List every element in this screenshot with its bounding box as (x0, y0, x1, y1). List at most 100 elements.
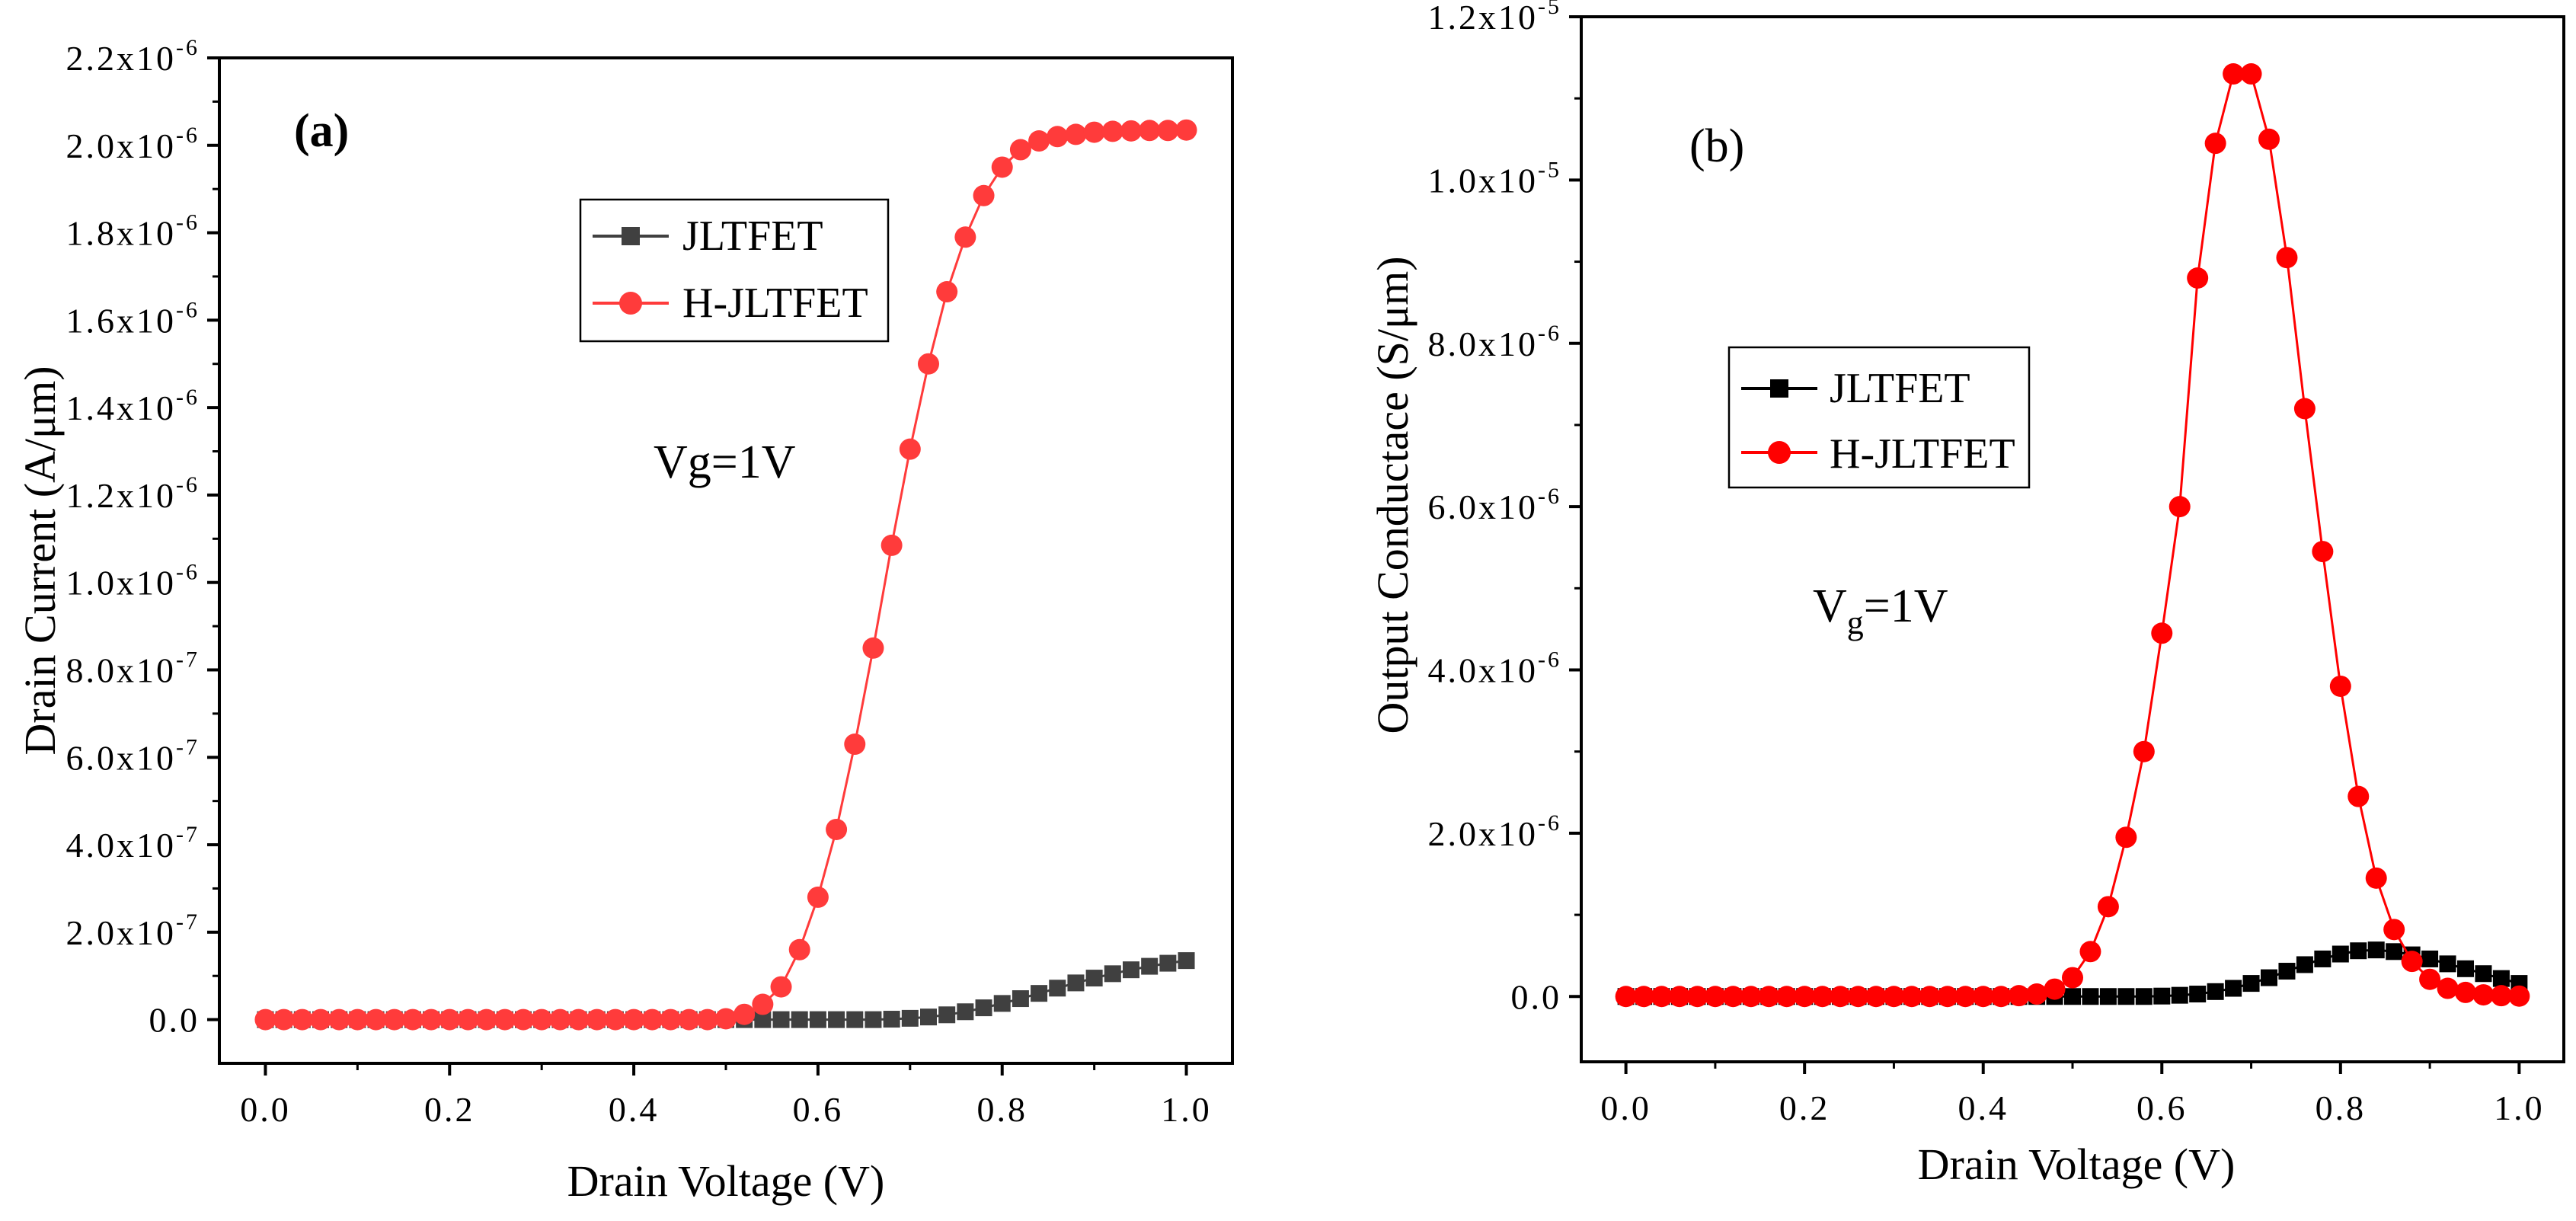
data-point-h-jltfet (604, 1008, 626, 1031)
data-point-h-jltfet (1686, 986, 1708, 1008)
data-point-h-jltfet (2240, 63, 2262, 85)
y-tick-label: 4.0x10-6 (1428, 647, 1562, 690)
data-point-jltfet (2207, 983, 2224, 1000)
legend-box-a (579, 198, 890, 343)
x-tick-label: 0.4 (1958, 1088, 2009, 1127)
data-point-jltfet (2099, 988, 2117, 1005)
legend-entry-jltfet-a: JLTFET (593, 213, 823, 260)
y-tick-exponent: -6 (176, 560, 200, 585)
y-tick-exponent: -6 (176, 297, 200, 322)
series-layer-b (1615, 63, 2530, 1008)
legend-b: JLTFET H-JLTFET (1727, 346, 2031, 489)
data-point-h-jltfet (2329, 675, 2351, 697)
y-tick-label: 2.0x10-7 (66, 909, 200, 952)
y-tick-exponent: -5 (1538, 0, 1561, 19)
data-point-jltfet (1031, 985, 1048, 1002)
data-point-h-jltfet (715, 1008, 737, 1030)
y-tick-label: 2.0x10-6 (66, 123, 200, 165)
data-point-jltfet (2296, 956, 2313, 973)
data-point-h-jltfet (2455, 981, 2476, 1003)
y-tick-mantissa: 2.0x10 (66, 913, 177, 952)
x-tick-label: 0.6 (793, 1090, 844, 1129)
y-tick-mantissa: 1.0x10 (1428, 161, 1539, 200)
y-tick-label: 6.0x10-7 (66, 734, 200, 777)
data-point-jltfet (2332, 945, 2349, 963)
y-tick-mantissa: 2.2x10 (66, 39, 177, 78)
x-tick-label: 1.0 (1161, 1090, 1212, 1129)
x-tick-label: 0.2 (424, 1090, 475, 1129)
y-tick-label: 1.2x10-6 (66, 472, 200, 515)
data-point-h-jltfet (2419, 968, 2441, 990)
x-tick-label: 0.8 (976, 1090, 1028, 1129)
data-point-h-jltfet (531, 1008, 553, 1031)
data-point-jltfet (2475, 965, 2492, 983)
y-ticks-b: 0.02.0x10-64.0x10-66.0x10-68.0x10-61.0x1… (1428, 0, 1581, 1016)
data-point-jltfet (883, 1011, 900, 1028)
data-point-jltfet (2153, 987, 2171, 1005)
data-point-jltfet (1141, 957, 1159, 975)
data-point-h-jltfet (936, 281, 958, 303)
data-point-h-jltfet (2347, 785, 2370, 807)
data-point-jltfet (2367, 941, 2385, 959)
y-tick-label: 2.2x10-6 (66, 35, 200, 78)
data-point-h-jltfet (1669, 986, 1690, 1008)
data-point-h-jltfet (1883, 986, 1905, 1008)
annotation-vg-a: Vg=1V (654, 436, 796, 488)
legend-entry-jltfet-b: JLTFET (1741, 365, 1970, 412)
data-point-h-jltfet (752, 993, 774, 1015)
y-tick-label: 1.0x10-5 (1428, 157, 1562, 200)
y-tick-exponent: -6 (1538, 647, 1561, 673)
data-point-h-jltfet (439, 1008, 461, 1031)
y-tick-exponent: -7 (176, 647, 200, 672)
data-point-jltfet (957, 1003, 974, 1021)
legend-entry-h-jltfet-a: H-JLTFET (593, 280, 868, 327)
x-axis-title-b: Drain Voltage (V) (1918, 1139, 2236, 1189)
data-point-jltfet (1123, 961, 1139, 979)
data-point-h-jltfet (1990, 986, 2012, 1008)
data-point-jltfet (2457, 960, 2474, 977)
data-point-h-jltfet (2169, 496, 2191, 518)
data-point-h-jltfet (1847, 986, 1869, 1008)
y-tick-label: 8.0x10-6 (1428, 321, 1562, 363)
data-point-h-jltfet (457, 1008, 479, 1031)
y-tick-mantissa: 1.2x10 (66, 476, 177, 515)
data-point-h-jltfet (567, 1008, 590, 1031)
data-point-h-jltfet (2472, 984, 2495, 1006)
data-point-h-jltfet (1101, 120, 1123, 142)
data-point-h-jltfet (1758, 986, 1780, 1008)
data-point-h-jltfet (254, 1008, 276, 1031)
data-point-h-jltfet (1900, 986, 1922, 1008)
data-point-h-jltfet (2383, 919, 2405, 941)
data-point-h-jltfet (2044, 978, 2066, 1000)
data-point-h-jltfet (660, 1008, 682, 1031)
y-tick-mantissa: 1.0x10 (66, 564, 177, 603)
data-point-h-jltfet (475, 1008, 497, 1031)
data-point-h-jltfet (273, 1008, 295, 1031)
data-point-h-jltfet (2151, 622, 2173, 644)
y-tick-label: 1.4x10-6 (66, 385, 200, 427)
data-point-h-jltfet (954, 226, 976, 248)
data-point-h-jltfet (826, 818, 848, 840)
data-point-h-jltfet (2204, 133, 2226, 155)
data-point-jltfet (2189, 986, 2207, 1003)
data-point-jltfet (1085, 970, 1103, 987)
data-point-h-jltfet (494, 1008, 516, 1031)
data-point-h-jltfet (1175, 119, 1197, 141)
data-point-jltfet (1159, 954, 1177, 972)
y-ticks-a: 0.02.0x10-74.0x10-76.0x10-78.0x10-71.0x1… (66, 35, 219, 1040)
data-point-jltfet (2135, 988, 2153, 1005)
data-point-h-jltfet (2276, 247, 2298, 269)
data-point-jltfet (1067, 974, 1085, 992)
y-tick-label: 1.0x10-6 (66, 560, 200, 603)
data-point-jltfet (2278, 963, 2296, 980)
data-point-jltfet (2386, 943, 2403, 960)
x-tick-label: 0.2 (1779, 1088, 1830, 1127)
legend-label-jltfet: JLTFET (682, 213, 823, 260)
data-point-h-jltfet (383, 1008, 405, 1031)
y-tick-mantissa: 2.0x10 (1428, 814, 1539, 853)
data-point-h-jltfet (549, 1008, 571, 1031)
data-point-h-jltfet (586, 1008, 608, 1031)
y-tick-exponent: -6 (176, 123, 200, 148)
